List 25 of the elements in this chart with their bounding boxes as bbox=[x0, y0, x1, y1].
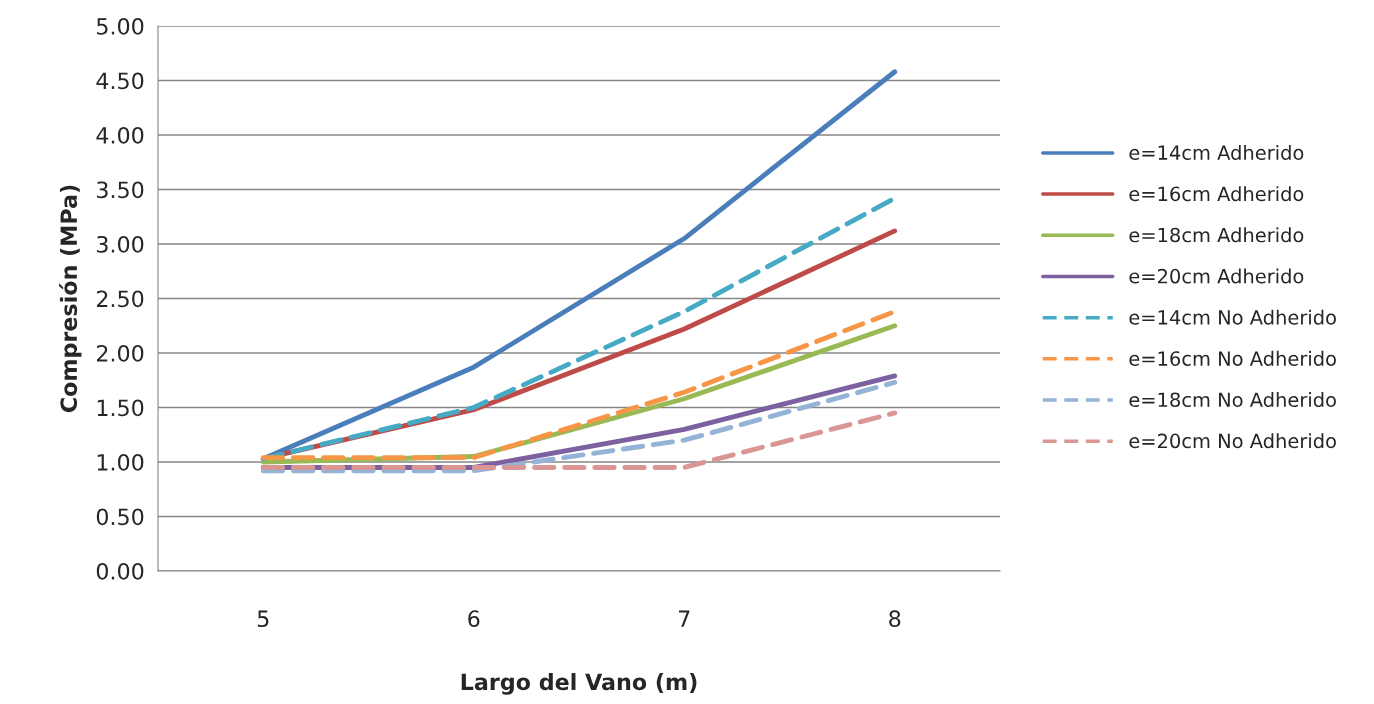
y-tick-label: 4.00 bbox=[96, 126, 144, 144]
y-tick-label: 1.50 bbox=[97, 399, 144, 417]
y-tick-label: 4.50 bbox=[96, 72, 144, 90]
y-tick-label: 3.50 bbox=[97, 181, 144, 199]
x-tick-label: 5 bbox=[257, 610, 269, 628]
y-tick-label: 0.00 bbox=[96, 562, 144, 580]
legend-label: e=20cm No Adherido bbox=[1129, 433, 1336, 449]
legend-label: e=14cm No Adherido bbox=[1129, 309, 1336, 325]
y-tick-label: 5.00 bbox=[97, 17, 144, 35]
legend-label: e=18cm Adherido bbox=[1129, 227, 1304, 243]
x-axis-title: Largo del Vano (m) bbox=[461, 673, 697, 695]
legend-label: e=14cm Adherido bbox=[1129, 144, 1304, 161]
legend-label: e=16cm Adherido bbox=[1129, 186, 1304, 202]
y-axis-title: Compresión (MPa) bbox=[59, 185, 82, 413]
y-tick-label: 3.00 bbox=[97, 235, 144, 253]
legend-label: e=16cm No Adherido bbox=[1129, 350, 1336, 366]
x-tick-label: 6 bbox=[468, 610, 480, 628]
x-tick-label: 7 bbox=[679, 610, 690, 627]
y-tick-label: 1.00 bbox=[97, 453, 144, 471]
y-tick-label: 2.00 bbox=[96, 344, 144, 362]
y-tick-label: 2.50 bbox=[96, 290, 144, 308]
y-tick-label: 0.50 bbox=[96, 508, 144, 526]
x-tick-label: 8 bbox=[889, 610, 901, 628]
legend-label: e=20cm Adherido bbox=[1129, 268, 1304, 284]
legend-label: e=18cm No Adherido bbox=[1129, 392, 1336, 408]
